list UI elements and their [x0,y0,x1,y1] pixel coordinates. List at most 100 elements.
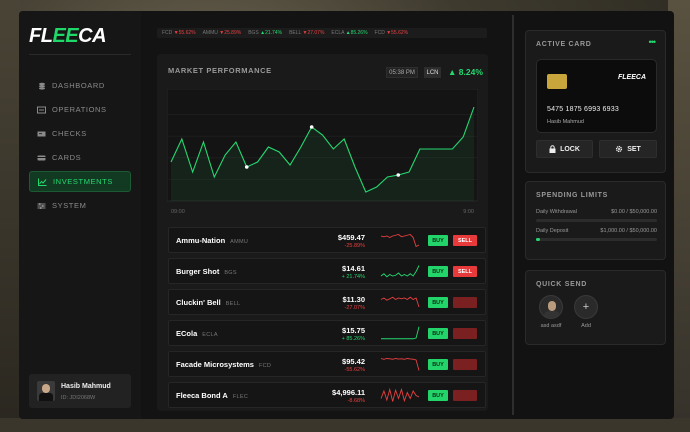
gear-icon [615,145,623,153]
stock-price: $11.30 [342,295,365,304]
stock-ticker-symbol: BGS [224,270,237,276]
sidebar-item-label: CHECKS [52,129,87,138]
deposit-progress-fill [536,238,540,241]
chart-point[interactable] [244,165,249,169]
sell-button[interactable]: SELL [453,390,477,401]
bank-card[interactable]: FLEECA 5475 1875 6993 6933 Hasib Mahmud [536,59,657,133]
sidebar-item-operations[interactable]: OPERATIONS [29,99,131,120]
sell-button[interactable]: SELL [453,297,477,308]
more-options-icon[interactable]: ••• [648,37,657,47]
sidebar-item-label: INVESTMENTS [53,177,113,186]
stock-ticker: FCD ▼55.62% AMMU ▼25.89% BGS ▲21.74% BELL ▼… [157,28,487,38]
sell-button[interactable]: SELL [453,235,477,246]
stock-change: -27.07% [344,305,366,311]
avatar [37,381,55,401]
stock-change: -25.89% [344,243,366,249]
buy-button[interactable]: BUY [428,235,448,246]
buy-button[interactable]: BUY [428,266,448,277]
x-tick-start: 09:00 [171,209,185,215]
stock-sparkline [380,358,420,371]
chart-series-line [170,106,475,193]
stock-ticker-symbol: ECLA [202,332,218,338]
ticker-item: ECLA ▲85.26% [331,30,368,36]
sell-button[interactable]: SELL [453,359,477,370]
stock-price: $459.47 [337,233,365,242]
sparkline-path [380,296,420,308]
stock-change: -55.62% [344,367,366,373]
main-content: FCD ▼55.62% AMMU ▼25.89% BGS ▲21.74% BELL ▼… [141,11,511,419]
panel-title: SPENDING LIMITS [536,192,608,199]
add-contact-button[interactable]: + Add [571,295,601,329]
daily-withdrawal-row: Daily Withdrawal $0.00 / $50,000.00 [536,209,657,215]
sparkline-path [380,387,420,403]
stock-name: Cluckin' Bell BELL [176,298,241,307]
sidebar-item-cards[interactable]: CARDS [29,147,131,168]
lock-icon [549,145,556,153]
sidebar-item-system[interactable]: SYSTEM [29,195,131,216]
currency-toggle[interactable]: LCN [424,67,441,78]
stock-name: Facade Microsystems FCD [176,360,272,369]
chart-point[interactable] [309,125,314,129]
stock-name: Fleeca Bond A FLEC [176,391,249,400]
sidebar-item-checks[interactable]: CHECKS [29,123,131,144]
card-number: 5475 1875 6993 6933 [547,106,619,113]
lock-card-button[interactable]: LOCK [536,140,593,158]
card-brand: FLEECA [618,74,646,81]
panel-title: MARKET PERFORMANCE [168,66,272,75]
time-display[interactable]: 05:38 PM [386,67,418,78]
sidebar-item-dashboard[interactable]: DASHBOARD [29,75,131,96]
plus-icon: + [574,295,598,319]
sparkline-path [381,326,420,340]
fleeca-app-window: FLEECA DASHBOARD OPERATIONS CHECKS CARDS INV… [19,11,674,419]
stock-sparkline [380,387,420,403]
right-panel: ACTIVE CARD ••• FLEECA 5475 1875 6993 69… [515,11,674,419]
sell-button[interactable]: SELL [453,328,477,339]
stock-change: + 21.74% [341,274,365,280]
stock-row[interactable]: Burger Shot BGS $14.61 + 21.74% BUY SELL [168,258,486,284]
sliders-icon [37,201,46,210]
user-name: Hasib Mahmud [61,383,111,390]
set-label: SET [627,145,641,153]
stock-row[interactable]: Ammu-Nation AMMU $459.47 -25.89% BUY SELL [168,227,486,253]
chart-area [171,107,474,201]
buy-button[interactable]: BUY [428,297,448,308]
buy-button[interactable]: BUY [428,359,448,370]
lock-label: LOCK [560,145,580,153]
operations-icon [37,105,46,114]
sidebar-item-label: CARDS [52,153,82,162]
performance-chart: 09:00 9:00 [167,89,478,215]
user-card[interactable]: Hasib Mahmud ID: JDI2068W [29,374,131,408]
stock-row[interactable]: Fleeca Bond A FLEC $4,996.11 -8.68% BUY SELL [168,382,486,408]
withdrawal-label: Daily Withdrawal [536,209,577,215]
stock-row[interactable]: Facade Microsystems FCD $95.42 -55.62% BUY SE… [168,351,486,377]
sell-button[interactable]: SELL [453,266,477,277]
contact-avatar [539,295,563,319]
set-card-button[interactable]: SET [599,140,657,158]
ticker-item: FCD ▼55.62% [162,30,196,36]
sparkline-path [380,358,420,371]
ticker-item: AMMU ▼25.89% [202,30,242,36]
sidebar-item-investments[interactable]: INVESTMENTS [29,171,131,192]
check-icon [37,129,46,138]
stock-sparkline [380,233,420,248]
withdrawal-value: $0.00 / $50,000.00 [611,209,657,215]
market-performance-panel: MARKET PERFORMANCE 05:38 PM LCN ▲ 8.24% … [157,54,488,411]
sidebar-item-label: SYSTEM [52,201,87,210]
chart-line-icon [38,177,47,186]
stock-name: Burger Shot BGS [176,267,237,276]
buy-button[interactable]: BUY [428,390,448,401]
withdrawal-progress [536,219,657,222]
contact-item[interactable]: asd asdf [536,295,566,329]
stock-list: Ammu-Nation AMMU $459.47 -25.89% BUY SELL Burg… [168,227,486,413]
active-card-panel: ACTIVE CARD ••• FLEECA 5475 1875 6993 69… [525,30,666,173]
stock-row[interactable]: Cluckin' Bell BELL $11.30 -27.07% BUY SELL [168,289,486,315]
stock-row[interactable]: ECola ECLA $15.75 + 85.26% BUY SELL [168,320,486,346]
stock-ticker-symbol: FCD [258,363,272,369]
spending-limits-panel: SPENDING LIMITS Daily Withdrawal $0.00 /… [525,181,666,260]
panel-divider [512,15,514,415]
deposit-value: $1,000.00 / $50,000.00 [600,228,657,234]
quick-send-panel: QUICK SEND asd asdf + Add [525,270,666,345]
chart-point[interactable] [396,173,401,177]
buy-button[interactable]: BUY [428,328,448,339]
stock-name: Ammu-Nation AMMU [176,236,249,245]
